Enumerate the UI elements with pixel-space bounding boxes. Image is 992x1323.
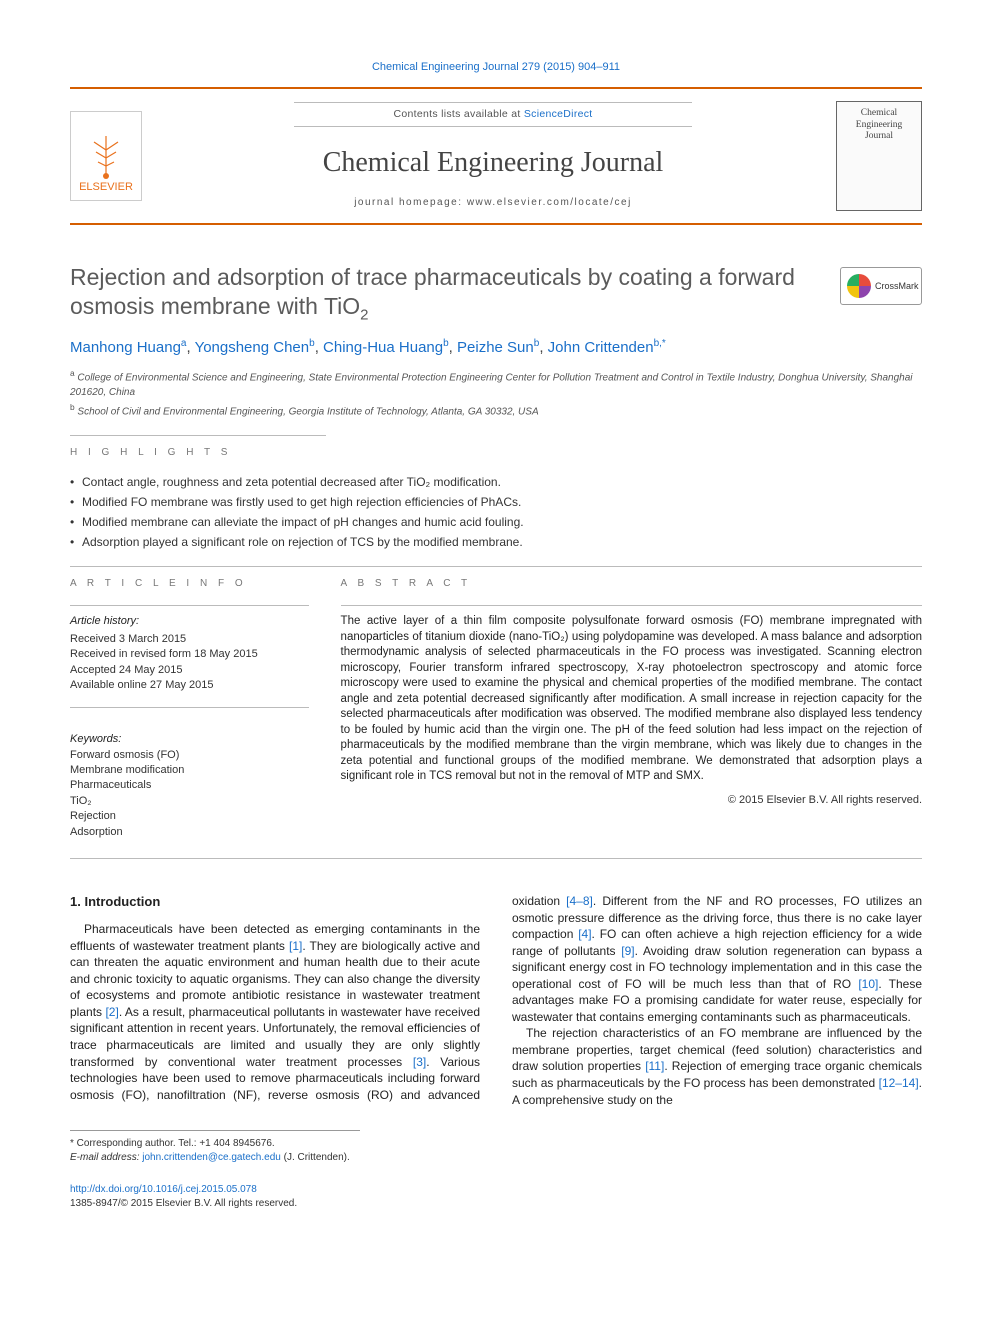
footnote-divider <box>70 1130 360 1131</box>
keyword: Rejection <box>70 809 309 824</box>
author-4[interactable]: Peizhe Sun <box>457 339 534 356</box>
author-1-name: Manhong Huang <box>70 339 181 356</box>
author-5-name: John Crittenden <box>548 339 654 356</box>
citation-link[interactable]: Chemical Engineering Journal 279 (2015) … <box>372 61 620 73</box>
author-3-aff: b <box>443 338 449 349</box>
ref-link[interactable]: [3] <box>413 1055 426 1069</box>
article-info-label: A R T I C L E I N F O <box>70 577 309 591</box>
crossmark-label: CrossMark <box>875 280 919 293</box>
contents-prefix: Contents lists available at <box>393 108 523 120</box>
ref-link[interactable]: [4–8] <box>566 894 593 908</box>
author-2-name: Yongsheng Chen <box>195 339 310 356</box>
history-received: Received 3 March 2015 <box>70 632 309 647</box>
divider <box>70 435 326 436</box>
highlight-item: Contact angle, roughness and zeta potent… <box>70 474 922 491</box>
history-online: Available online 27 May 2015 <box>70 678 309 693</box>
keyword: Membrane modification <box>70 763 309 778</box>
cover-line1: Chemical <box>861 108 897 119</box>
affiliation-a: a College of Environmental Science and E… <box>70 368 922 399</box>
intro-body: Pharmaceuticals have been detected as em… <box>70 893 922 1108</box>
author-1[interactable]: Manhong Huang <box>70 339 181 356</box>
author-2-aff: b <box>309 338 315 349</box>
citation-volpages: 279 (2015) 904–911 <box>522 61 620 73</box>
citation-journal: Chemical Engineering Journal <box>372 61 519 73</box>
history-accepted: Accepted 24 May 2015 <box>70 663 309 678</box>
title-subscript: 2 <box>360 307 368 324</box>
corresponding-star[interactable]: * <box>662 338 666 349</box>
corresponding-footnote: * Corresponding author. Tel.: +1 404 894… <box>70 1137 922 1151</box>
highlights-list: Contact angle, roughness and zeta potent… <box>70 474 922 550</box>
keyword: Adsorption <box>70 825 309 840</box>
ref-link[interactable]: [11] <box>645 1059 664 1073</box>
abstract-copyright: © 2015 Elsevier B.V. All rights reserved… <box>341 793 922 808</box>
journal-homepage: journal homepage: www.elsevier.com/locat… <box>150 196 836 210</box>
contents-available: Contents lists available at ScienceDirec… <box>294 102 692 127</box>
keywords-label: Keywords: <box>70 732 309 747</box>
abstract-label: A B S T R A C T <box>341 577 922 591</box>
ref-link[interactable]: [12–14] <box>879 1076 919 1090</box>
section-heading-intro: 1. Introduction <box>70 893 480 911</box>
homepage-prefix: journal homepage: <box>354 197 467 208</box>
author-list: Manhong Huanga, Yongsheng Chenb, Ching-H… <box>70 337 922 358</box>
author-1-aff: a <box>181 338 187 349</box>
abstract-text: The active layer of a thin film composit… <box>341 614 922 785</box>
keyword: Pharmaceuticals <box>70 778 309 793</box>
highlights-label: H I G H L I G H T S <box>70 446 922 460</box>
homepage-url: www.elsevier.com/locate/cej <box>467 197 632 208</box>
history-revised: Received in revised form 18 May 2015 <box>70 647 309 662</box>
author-5[interactable]: John Crittenden <box>548 339 654 356</box>
title-main: Rejection and adsorption of trace pharma… <box>70 264 795 319</box>
email-footnote: E-mail address: john.crittenden@ce.gatec… <box>70 1151 922 1165</box>
aff-a-text: College of Environmental Science and Eng… <box>70 373 913 398</box>
author-4-name: Peizhe Sun <box>457 339 534 356</box>
email-who: (J. Crittenden). <box>281 1152 350 1163</box>
issn-copyright: 1385-8947/© 2015 Elsevier B.V. All right… <box>70 1198 297 1209</box>
keyword: TiO₂ <box>70 794 309 809</box>
ref-link[interactable]: [4] <box>578 927 591 941</box>
author-3[interactable]: Ching-Hua Huang <box>323 339 443 356</box>
bottom-bar: http://dx.doi.org/10.1016/j.cej.2015.05.… <box>70 1183 922 1211</box>
cover-line3: Journal <box>865 131 893 142</box>
affiliation-b: b School of Civil and Environmental Engi… <box>70 402 922 419</box>
journal-cover-thumb: Chemical Engineering Journal <box>836 101 922 211</box>
highlight-item: Adsorption played a significant role on … <box>70 534 922 551</box>
highlight-item: Modified FO membrane was firstly used to… <box>70 494 922 511</box>
ref-link[interactable]: [9] <box>621 944 634 958</box>
ref-link[interactable]: [10] <box>858 977 878 991</box>
email-link[interactable]: john.crittenden@ce.gatech.edu <box>142 1152 281 1163</box>
highlight-item: Modified membrane can alleviate the impa… <box>70 514 922 531</box>
keyword: Forward osmosis (FO) <box>70 748 309 763</box>
author-5-aff: b, <box>654 338 662 349</box>
masthead: ELSEVIER Contents lists available at Sci… <box>70 87 922 225</box>
article-title: Rejection and adsorption of trace pharma… <box>70 263 828 325</box>
elsevier-label: ELSEVIER <box>70 180 142 195</box>
crossmark-icon <box>847 274 871 298</box>
crossmark-button[interactable]: CrossMark <box>840 267 922 305</box>
author-4-aff: b <box>534 338 540 349</box>
divider <box>70 566 922 567</box>
aff-b-text: School of Civil and Environmental Engine… <box>77 406 538 417</box>
ref-link[interactable]: [2] <box>105 1005 118 1019</box>
citation-header: Chemical Engineering Journal 279 (2015) … <box>70 60 922 75</box>
doi-link[interactable]: http://dx.doi.org/10.1016/j.cej.2015.05.… <box>70 1184 257 1195</box>
ref-link[interactable]: [1] <box>289 939 302 953</box>
author-2[interactable]: Yongsheng Chen <box>195 339 310 356</box>
email-label: E-mail address: <box>70 1152 142 1163</box>
sciencedirect-link[interactable]: ScienceDirect <box>524 108 593 120</box>
divider <box>70 858 922 859</box>
journal-title: Chemical Engineering Journal <box>150 143 836 182</box>
author-3-name: Ching-Hua Huang <box>323 339 443 356</box>
cover-line2: Engineering <box>856 120 902 131</box>
history-label: Article history: <box>70 614 309 629</box>
